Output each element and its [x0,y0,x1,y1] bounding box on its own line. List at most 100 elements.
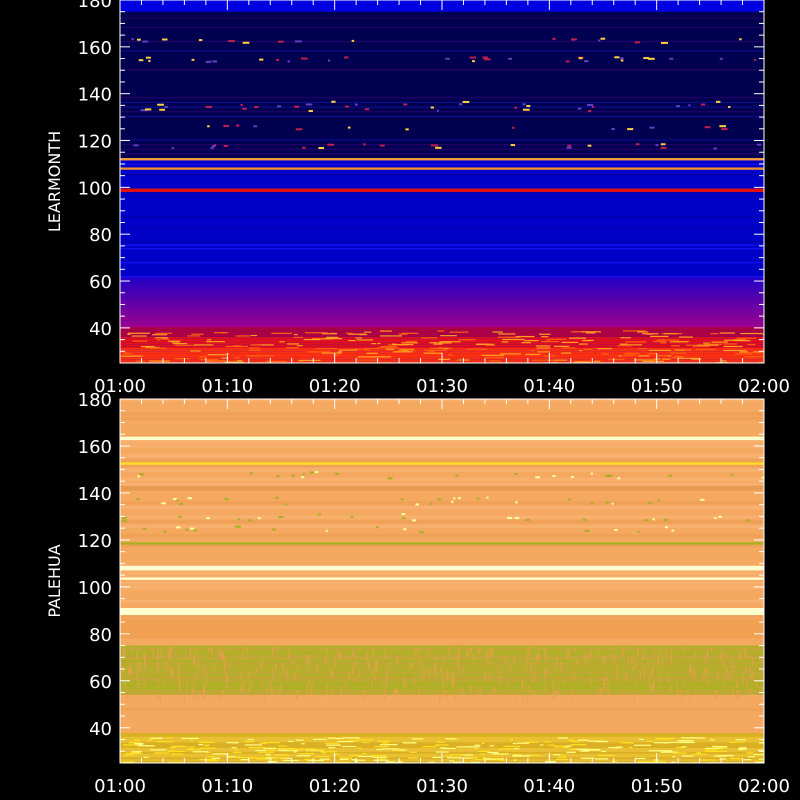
hot-spot [259,58,264,61]
noise-speck [347,740,358,742]
green-texture [411,662,413,669]
noise-speck [207,354,227,356]
line-green [120,542,764,545]
y-tick-label: 140 [78,85,112,106]
speck [387,477,393,480]
noise-speck [199,758,217,761]
noise-speck [402,332,419,334]
gradient-row [120,323,764,326]
noise-speck [342,745,357,748]
noise-row [120,751,764,754]
stripe [120,501,764,505]
y-tick-label: 80 [89,225,112,246]
noise-speck [470,761,480,763]
stripe [120,519,764,524]
stripe [120,454,764,458]
noise-speck [477,343,490,345]
green-texture [172,670,174,679]
green-texture [742,676,745,685]
noise-speck [650,335,669,337]
noise-speck [372,755,386,757]
speck [486,496,489,499]
green-texture [458,669,460,675]
noise-speck [448,354,453,356]
hot-spot [327,143,335,146]
noise-speck [455,359,460,361]
noise-speck [696,752,701,754]
green-texture [498,675,500,685]
noise-speck [681,746,687,748]
noise-speck [737,741,746,743]
noise-speck [439,341,461,343]
noise-speck [501,341,509,343]
green-texture [607,682,609,692]
hot-spot [676,105,680,108]
noise-speck [401,342,418,344]
green-texture [367,660,370,671]
green-texture [745,665,747,675]
noise-speck [156,339,161,341]
green-texture [137,662,139,672]
noise-speck [681,755,694,757]
hot-spot [198,39,203,42]
green-texture [295,690,298,700]
green-texture [404,682,407,691]
noise-speck [265,753,271,756]
green-texture [568,648,570,657]
noise-speck [735,739,746,741]
green-texture [393,688,396,695]
green-texture [438,694,441,704]
green-texture [756,680,758,689]
noise-speck [721,360,727,362]
hot-spot [688,104,691,107]
noise-speck [149,749,167,751]
noise-speck [121,761,135,763]
noise-row [120,736,764,739]
noise-speck [429,342,437,344]
green-texture [324,657,327,664]
green-texture [472,654,475,661]
hot-spot [331,100,336,103]
green-texture [189,647,192,657]
green-texture [261,681,264,690]
noise-speck [130,752,140,754]
hot-spot [253,125,258,128]
green-texture [355,661,358,667]
green-texture [271,669,274,679]
stripe [120,195,764,197]
noise-speck [326,337,337,339]
noise-speck [248,349,261,351]
green-texture [384,651,386,659]
noise-speck [729,741,738,743]
speck [121,519,127,522]
green-texture [239,671,241,679]
noise-speck [677,740,694,742]
speck [179,502,183,505]
green-texture [310,688,313,695]
green-texture [532,690,535,697]
noise-speck [333,354,339,357]
noise-speck [541,350,549,352]
green-texture [306,684,309,693]
noise-speck [250,757,268,759]
green-texture [651,672,654,678]
noise-speck [622,330,646,332]
green-row [120,652,764,655]
x-tick-label: 01:10 [201,376,253,397]
green-texture [326,647,328,654]
green-texture [283,668,285,675]
noise-speck [625,341,647,343]
green-texture [659,649,662,656]
green-texture [750,675,753,682]
noise-speck [377,342,381,345]
green-texture [226,676,228,682]
noise-speck [618,355,622,357]
hot-spot [552,37,556,40]
green-texture [717,672,719,679]
noise-speck [363,347,379,350]
noise-speck [647,352,657,355]
green-texture [440,667,442,674]
noise-speck [411,738,424,740]
noise-row [120,331,764,334]
